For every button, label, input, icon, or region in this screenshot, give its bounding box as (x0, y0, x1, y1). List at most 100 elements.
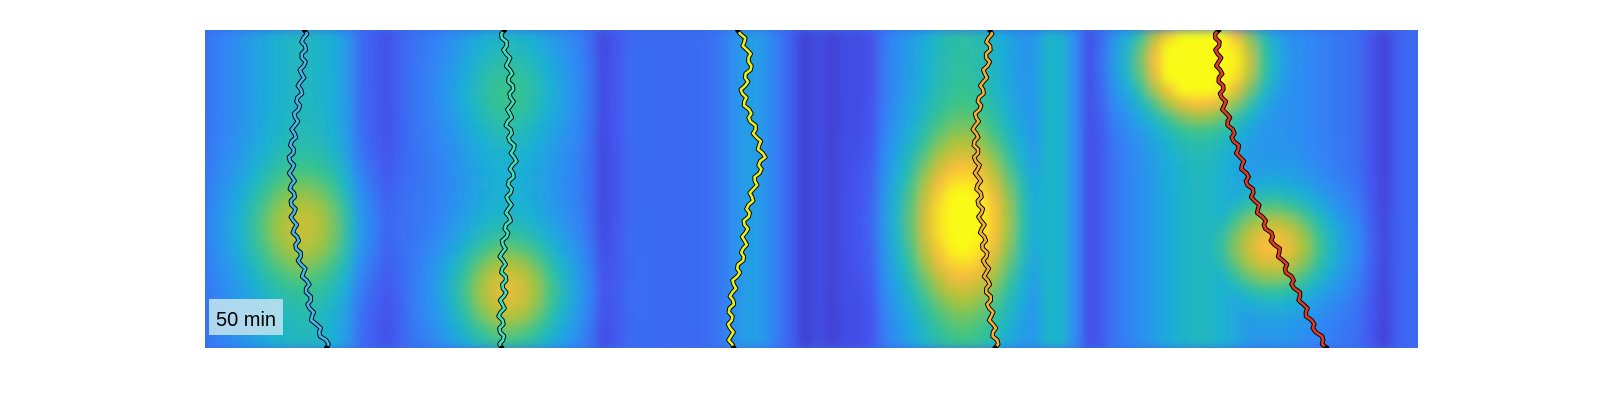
heatmap-cell (407, 255, 422, 270)
heatmap-cell (528, 149, 543, 164)
heatmap-cell (1364, 334, 1379, 348)
heatmap-cell (744, 334, 759, 348)
heatmap-cell (717, 56, 732, 71)
heatmap-cell (595, 321, 611, 336)
heatmap-cell (541, 334, 557, 348)
heatmap-cell (1108, 96, 1123, 111)
heatmap-cell (717, 96, 732, 111)
heatmap-cell (1283, 136, 1298, 151)
heatmap-cell (878, 295, 894, 310)
heatmap-cell (366, 228, 382, 243)
heatmap-cell (205, 255, 220, 270)
heatmap-cell (622, 43, 638, 58)
heatmap-cell (1067, 122, 1082, 137)
heatmap-cell (420, 189, 435, 204)
heatmap-cell (1283, 215, 1298, 230)
heatmap-cell (690, 175, 705, 190)
heatmap-cell (1148, 202, 1163, 217)
heatmap-cell (703, 56, 718, 71)
heatmap-cell (218, 242, 233, 257)
heatmap-cell (1350, 281, 1365, 296)
heatmap-cell (218, 202, 233, 217)
heatmap-cell (461, 30, 476, 45)
heatmap-cell (690, 321, 705, 336)
heatmap-cell (1121, 268, 1136, 283)
heatmap-cell (865, 308, 880, 323)
time-scale-background (209, 299, 283, 335)
heatmap-cell (959, 321, 975, 336)
heatmap-cell (582, 215, 597, 230)
heatmap-cell (1000, 149, 1015, 164)
heatmap-cell (865, 242, 880, 257)
heatmap-cell (1000, 83, 1015, 98)
heatmap-cell (1108, 149, 1123, 164)
heatmap-cell (1094, 83, 1109, 98)
heatmap-cell (1404, 189, 1418, 204)
heatmap-cell (919, 215, 934, 230)
heatmap-cell (285, 43, 301, 58)
heatmap-cell (905, 268, 921, 283)
heatmap-cell (811, 83, 826, 98)
heatmap-cell (1175, 189, 1190, 204)
heatmap-cell (1404, 308, 1418, 323)
heatmap-cell (555, 69, 570, 84)
heatmap-cell (1000, 43, 1015, 58)
heatmap-cell (946, 295, 961, 310)
heatmap-cell (353, 162, 368, 177)
heatmap-cell (474, 334, 489, 348)
heatmap-cell (1094, 175, 1109, 190)
heatmap-cell (798, 295, 813, 310)
heatmap-cell (865, 189, 880, 204)
heatmap-cell (488, 189, 503, 204)
heatmap-cell (676, 202, 691, 217)
heatmap-cell (205, 189, 220, 204)
heatmap-cell (582, 43, 597, 58)
heatmap-cell (568, 30, 584, 45)
heatmap-cell (582, 189, 597, 204)
heatmap-cell (905, 281, 921, 296)
heatmap-cell (1364, 202, 1379, 217)
heatmap-cell (771, 122, 786, 137)
heatmap-cell (784, 43, 799, 58)
heatmap-cell (973, 281, 988, 296)
heatmap-cell (1040, 149, 1055, 164)
heatmap-cell (1027, 242, 1042, 257)
heatmap-cell (1081, 281, 1096, 296)
heatmap-cell (824, 281, 840, 296)
heatmap-cell (690, 334, 705, 348)
heatmap-cell (811, 189, 826, 204)
heatmap-cell (1269, 56, 1285, 71)
heatmap-cell (245, 43, 260, 58)
heatmap-cell (1215, 162, 1231, 177)
heatmap-cell (851, 96, 867, 111)
heatmap-cell (1188, 202, 1204, 217)
heatmap-cell (838, 295, 853, 310)
heatmap-cell (1337, 175, 1352, 190)
heatmap-cell (1094, 202, 1109, 217)
heatmap-cell (636, 175, 651, 190)
heatmap-cell (528, 308, 543, 323)
heatmap-cell (986, 268, 1001, 283)
heatmap-cell (1175, 228, 1190, 243)
heatmap-cell (1175, 321, 1190, 336)
heatmap-cell (312, 30, 328, 45)
heatmap-cell (1229, 109, 1244, 124)
heatmap-cell (1081, 96, 1096, 111)
heatmap-cell (1310, 281, 1325, 296)
heatmap-cell (1202, 255, 1217, 270)
heatmap-cell (811, 136, 826, 151)
heatmap-cell (811, 43, 826, 58)
heatmap-cell (474, 215, 489, 230)
heatmap-cell (1256, 56, 1271, 71)
heatmap-cell (811, 202, 826, 217)
heatmap-cell (892, 109, 907, 124)
heatmap-cell (784, 30, 799, 45)
heatmap-cell (784, 189, 799, 204)
heatmap-cell (1094, 122, 1109, 137)
heatmap-cell (1283, 122, 1298, 137)
heatmap-cell (393, 242, 408, 257)
heatmap-cell (1040, 30, 1055, 45)
heatmap-cell (1337, 295, 1352, 310)
heatmap-cell (919, 109, 934, 124)
heatmap-cell (1188, 255, 1204, 270)
